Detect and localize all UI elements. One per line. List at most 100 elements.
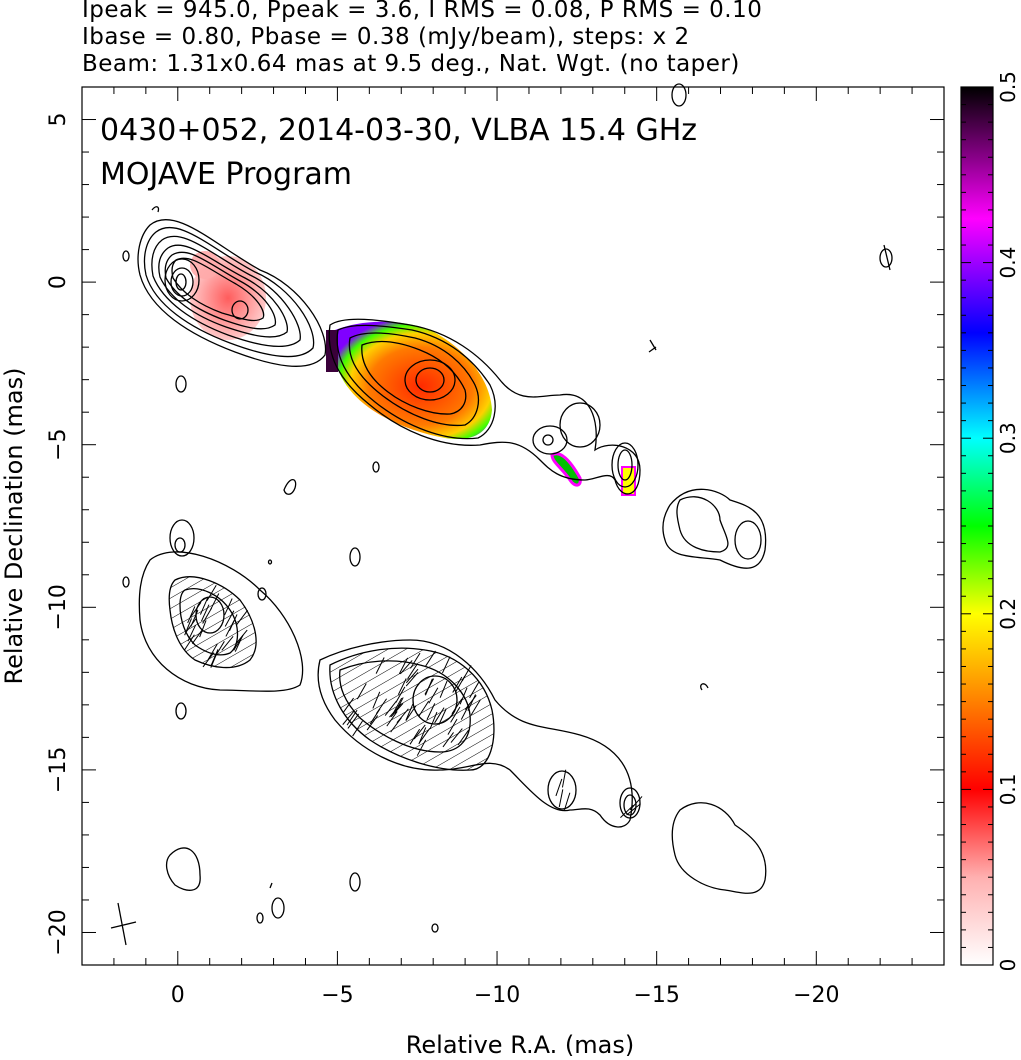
pol-vector (185, 618, 197, 634)
x-tick-label: −20 (793, 983, 839, 1008)
pol-vector (375, 657, 385, 674)
pol-vector (409, 728, 421, 745)
y-tick-label: −10 (46, 584, 71, 630)
pol-vector (199, 620, 207, 638)
polarization-vectors (184, 585, 643, 818)
pol-vector (224, 598, 233, 616)
pol-vector (416, 739, 427, 756)
pol-vector (467, 694, 476, 711)
pol-vector (342, 710, 355, 725)
knot1-pol-region (333, 321, 492, 440)
x-tick-label: 0 (171, 983, 185, 1008)
pol-vector (425, 650, 436, 667)
pol-vector (438, 708, 447, 726)
pol-vector (469, 682, 480, 699)
pol-vector (629, 796, 643, 811)
pol-vector (234, 635, 244, 652)
header-line-2: Ibase = 0.80, Pbase = 0.38 (mJy/beam), s… (82, 24, 690, 50)
pol-vector (405, 672, 419, 687)
pol-vector (410, 652, 421, 669)
pol-vector (418, 700, 430, 717)
pol-vector (429, 711, 438, 729)
colorbar-tick-label: 0.4 (996, 247, 1020, 279)
knot3-pol-region (621, 466, 636, 496)
colorbar: 0 0.1 0.2 0.3 0.4 0.5 (960, 71, 1020, 971)
pol-vector (460, 703, 471, 720)
pol-vector (390, 717, 402, 733)
plot-title-line-1: 0430+052, 2014-03-30, VLBA 15.4 GHz (100, 113, 697, 148)
pol-vector (457, 729, 469, 746)
pol-vector (395, 686, 406, 703)
upper-contours (122, 83, 893, 569)
pol-vector (202, 652, 215, 668)
y-tick-label: 0 (46, 275, 71, 289)
pol-vector (426, 703, 436, 720)
pol-vector (386, 711, 398, 727)
pol-vector (461, 665, 472, 682)
header-line-3: Beam: 1.31x0.64 mas at 9.5 deg., Nat. Wg… (82, 51, 740, 77)
pol-vector (439, 680, 448, 698)
pol-vector (558, 789, 564, 808)
pol-vector (187, 624, 197, 642)
pol-vector (392, 697, 403, 715)
x-tick-label: −15 (633, 983, 679, 1008)
pol-vector (405, 705, 417, 721)
pol-vector (451, 698, 463, 715)
pol-vector (450, 728, 463, 743)
pol-vector (405, 703, 414, 721)
pol-vector (442, 732, 454, 748)
pol-vector (199, 597, 209, 615)
pol-vector (184, 634, 195, 651)
pol-vector (561, 769, 567, 788)
polarization-color-map (190, 251, 636, 496)
pol-vector (366, 715, 379, 731)
colorbar-tick-label: 0.2 (996, 598, 1020, 630)
pol-vector (413, 724, 426, 740)
header-line-1: Ipeak = 945.0, Ppeak = 3.6, I RMS = 0.08… (82, 0, 763, 23)
pol-vector (210, 650, 219, 668)
lower-contours (122, 519, 767, 933)
plot-title-line-2: MOJAVE Program (100, 157, 352, 192)
x-axis-label: Relative R.A. (mas) (406, 1031, 634, 1059)
pol-vector (564, 792, 571, 811)
pol-vector (207, 643, 218, 660)
pol-vector (225, 620, 235, 637)
colorbar-tick-label: 0.5 (996, 71, 1020, 103)
y-tick-label: −15 (46, 747, 71, 793)
pol-vector (210, 593, 220, 610)
pol-vector (206, 585, 217, 601)
y-tick-label: 5 (46, 113, 71, 127)
pol-vector (441, 656, 451, 674)
pol-vector (428, 687, 439, 704)
pol-vector (459, 687, 468, 705)
pol-vector (407, 663, 418, 680)
pol-vector (447, 718, 458, 735)
pol-vector (452, 676, 463, 693)
pol-vector (424, 678, 435, 695)
pol-vector (190, 602, 202, 618)
pol-vector (201, 604, 210, 622)
y-tick-label: −20 (46, 909, 71, 955)
colorbar-tick-label: 0.1 (996, 773, 1020, 805)
plot-frame (81, 86, 945, 966)
pol-vector (418, 727, 427, 745)
pol-vector (405, 668, 419, 684)
pol-vector (389, 703, 402, 718)
pol-vector (202, 607, 213, 624)
pol-vector (626, 803, 641, 816)
pol-vector (620, 804, 634, 818)
axes: 0 −5 −10 −15 −20 5 0 −5 −10 −15 −20 (46, 86, 945, 1008)
pol-vector (221, 636, 234, 651)
pol-vector (555, 778, 563, 797)
pol-vector (224, 610, 235, 627)
pol-vector (390, 702, 404, 718)
pol-vector (187, 606, 196, 624)
pol-vector (450, 706, 461, 723)
pol-vector (384, 701, 397, 716)
pol-vector (346, 709, 358, 726)
pol-vector (397, 678, 407, 695)
pol-vector (398, 657, 409, 675)
x-tick-label: −5 (321, 983, 353, 1008)
x-tick-label: −10 (474, 983, 520, 1008)
pol-vector (191, 628, 204, 644)
